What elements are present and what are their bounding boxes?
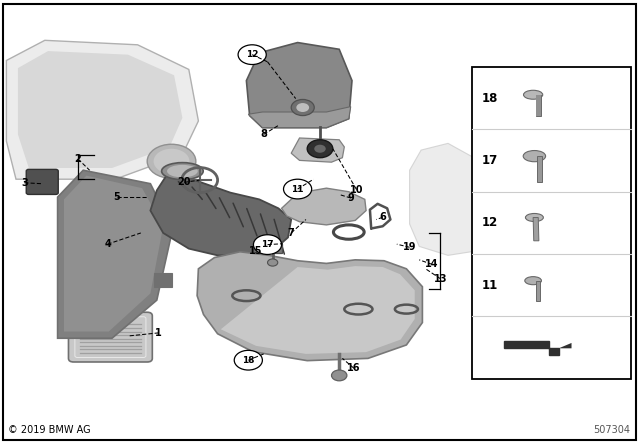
Polygon shape [291,138,344,162]
Circle shape [268,259,278,266]
Text: 19: 19 [403,242,417,252]
Bar [537,156,542,182]
Ellipse shape [525,213,543,221]
Polygon shape [410,143,486,255]
Text: 3: 3 [21,178,28,188]
Polygon shape [246,43,352,128]
Text: 6: 6 [380,212,386,222]
Circle shape [147,144,196,178]
Text: 12: 12 [246,50,259,59]
Polygon shape [6,40,198,179]
Bar [536,280,540,301]
Polygon shape [282,188,366,225]
Text: 8: 8 [260,129,267,139]
Text: 17: 17 [261,240,274,249]
Text: 15: 15 [249,246,263,256]
Polygon shape [221,266,415,354]
Bar [472,67,631,379]
Circle shape [291,99,314,116]
Polygon shape [154,273,172,287]
Circle shape [307,140,333,158]
Text: 507304: 507304 [593,425,630,435]
Bar [536,95,541,116]
Text: 10: 10 [349,185,364,194]
Text: 14: 14 [425,259,439,269]
Text: 5: 5 [114,192,120,202]
Polygon shape [559,343,572,349]
Ellipse shape [161,163,204,180]
Text: 20: 20 [177,177,191,187]
Circle shape [332,370,347,381]
Text: 7: 7 [288,228,294,238]
Polygon shape [197,252,422,361]
Bar [264,244,282,253]
Text: 16: 16 [347,363,361,373]
Ellipse shape [525,276,541,285]
Polygon shape [536,95,541,116]
Circle shape [296,103,309,112]
Ellipse shape [523,151,545,162]
Text: 18: 18 [482,92,499,105]
Text: 9: 9 [348,193,354,203]
Polygon shape [504,341,559,356]
FancyBboxPatch shape [26,169,58,194]
Polygon shape [533,217,539,241]
Polygon shape [18,51,182,168]
Circle shape [238,45,266,65]
Text: 12: 12 [482,216,499,229]
Circle shape [253,235,282,254]
Text: 11: 11 [482,279,499,292]
Text: 17: 17 [482,154,499,167]
Text: 11: 11 [291,185,304,194]
Polygon shape [64,176,163,332]
Text: 2: 2 [75,154,81,164]
Polygon shape [58,170,173,338]
Text: 13: 13 [433,274,447,284]
Polygon shape [248,107,351,128]
Text: 18: 18 [242,356,255,365]
Polygon shape [150,172,291,255]
Circle shape [314,145,326,153]
Text: 4: 4 [104,239,111,249]
Text: © 2019 BMW AG: © 2019 BMW AG [8,425,90,435]
Circle shape [234,350,262,370]
FancyBboxPatch shape [68,312,152,362]
Text: 1: 1 [156,328,162,338]
Circle shape [284,179,312,199]
Circle shape [154,149,189,174]
Ellipse shape [524,90,543,99]
Ellipse shape [167,165,198,177]
